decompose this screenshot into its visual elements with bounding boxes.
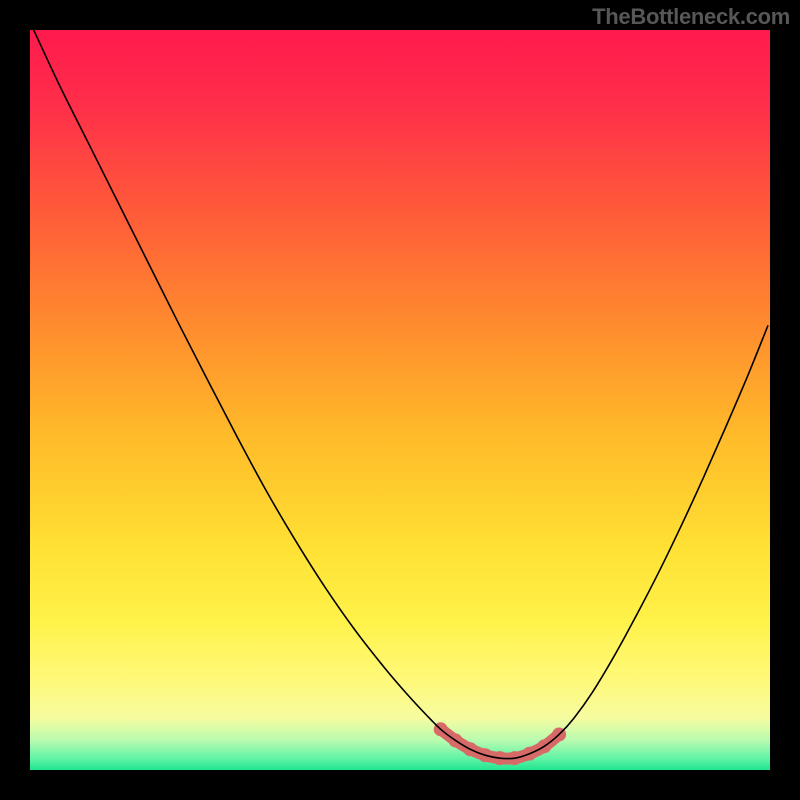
watermark-text: TheBottleneck.com <box>592 4 790 30</box>
chart-background <box>30 30 770 770</box>
chart-container: TheBottleneck.com <box>0 0 800 800</box>
bottleneck-chart <box>0 0 800 800</box>
